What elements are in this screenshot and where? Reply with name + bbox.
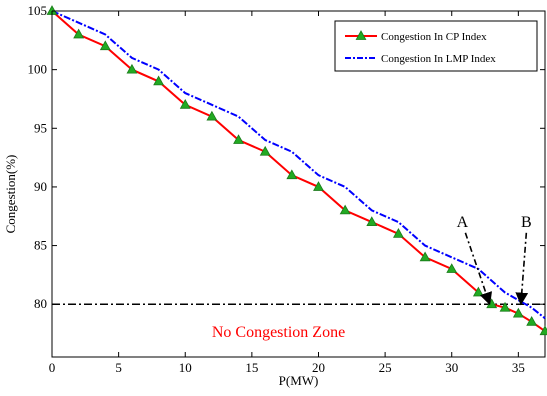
- x-tick-label: 30: [445, 360, 458, 375]
- cp-data-point: [206, 110, 218, 121]
- annotation-arrow-b: [515, 232, 529, 306]
- legend-box: [334, 20, 538, 72]
- legend-label-cp: Congestion In CP Index: [381, 31, 487, 43]
- series-layer: [46, 5, 547, 336]
- cp-data-point: [366, 216, 378, 227]
- series-lmp-line: [51, 10, 546, 320]
- no-congestion-zone-label: No Congestion Zone: [212, 324, 345, 341]
- cp-data-point: [153, 75, 165, 86]
- cp-data-point: [73, 28, 85, 39]
- cp-data-point: [512, 307, 524, 318]
- cp-data-point: [419, 251, 431, 262]
- cp-data-point: [99, 40, 111, 51]
- x-tick-label: 10: [179, 360, 192, 375]
- plot-area: [51, 10, 546, 358]
- x-tick-label: 35: [512, 360, 525, 375]
- plot-frame: [51, 10, 546, 358]
- cp-data-point: [286, 169, 298, 180]
- cp-data-point: [179, 99, 191, 109]
- y-tick-label: 105: [28, 3, 48, 18]
- y-tick-label: 100: [28, 62, 48, 77]
- cp-data-point: [313, 181, 324, 191]
- legend: Congestion In CP Index Congestion In LMP…: [334, 20, 538, 72]
- cp-data-point: [499, 301, 511, 312]
- cp-data-point: [126, 63, 138, 74]
- series-cp-line: [51, 10, 546, 333]
- cp-data-point: [539, 325, 547, 336]
- y-tick-label: 85: [34, 238, 47, 253]
- y-axis-label: Congestion(%): [3, 155, 18, 234]
- cp-data-point: [259, 145, 271, 156]
- annotation-arrow-a: [464, 232, 492, 306]
- legend-marker-cp: [355, 30, 367, 40]
- x-axis-label: P(MW): [279, 373, 319, 388]
- y-tick-label: 90: [34, 179, 47, 194]
- cp-data-point: [233, 134, 244, 144]
- x-tick-label: 25: [379, 360, 392, 375]
- legend-label-lmp: Congestion In LMP Index: [381, 53, 496, 65]
- x-tick-label: 15: [245, 360, 258, 375]
- annotation-label-a: A: [457, 214, 469, 231]
- cp-data-point: [446, 263, 458, 273]
- cp-data-point: [393, 228, 404, 238]
- x-tick-label: 5: [115, 360, 122, 375]
- x-tick-label: 0: [49, 360, 56, 375]
- x-tick-label: 20: [312, 360, 325, 375]
- cp-data-point: [339, 204, 351, 215]
- y-tick-label: 95: [34, 120, 47, 135]
- y-tick-label: 80: [34, 296, 47, 311]
- ticks-layer: 0 5 10 15 20 25 30 35 80 85 90 95 100 105: [28, 3, 545, 375]
- annotation-label-b: B: [521, 214, 532, 231]
- cp-data-point: [526, 315, 538, 326]
